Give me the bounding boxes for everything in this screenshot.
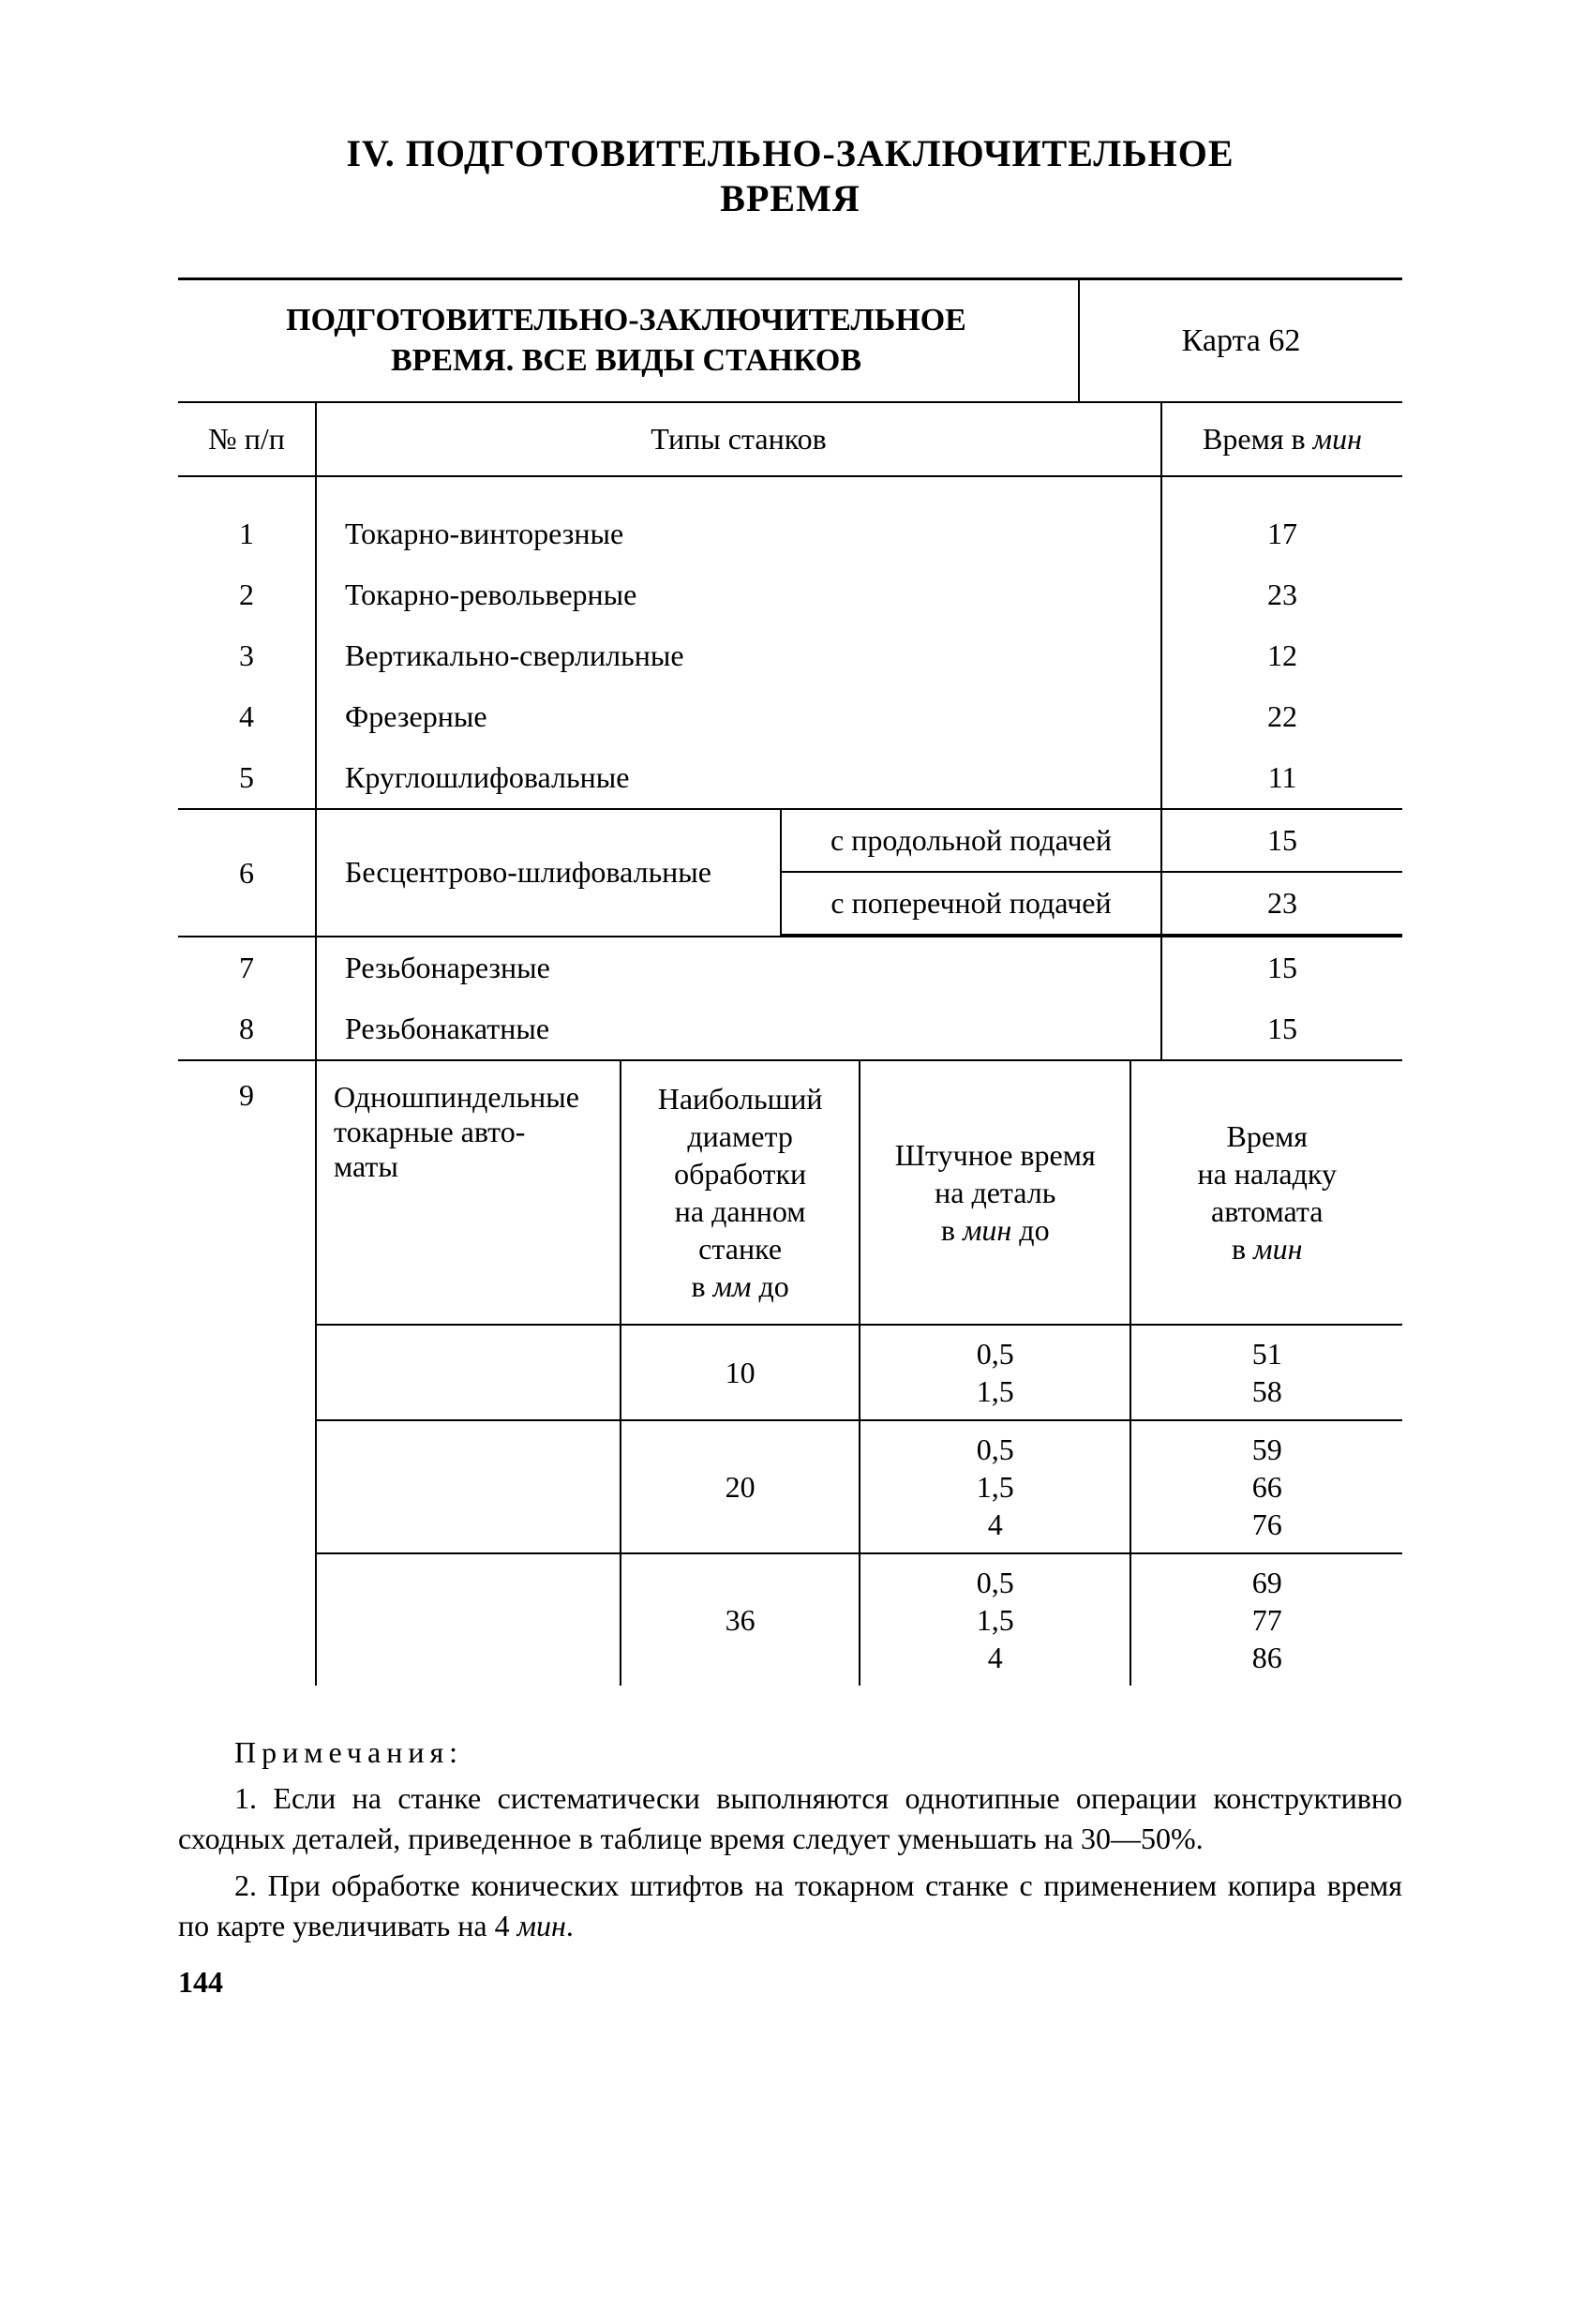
row6-sub-label: с поперечной подачей [781, 872, 1160, 935]
card-title: ПОДГОТОВИТЕЛЬНО-ЗАКЛЮЧИТЕЛЬНОЕ ВРЕМЯ. ВС… [178, 280, 1078, 401]
row-num: 7 [178, 937, 316, 998]
row9-subtable: Одношпиндельные токарные авто- маты Наиб… [317, 1061, 1402, 1686]
row6-sub-time: 15 [1162, 810, 1402, 872]
table-row: 2 Токарно-револьверные 23 [178, 564, 1402, 625]
section-title-line1: IV. ПОДГОТОВИТЕЛЬНО-ЗАКЛЮЧИТЕЛЬНОЕ [346, 132, 1234, 174]
row-num: 1 [178, 503, 316, 564]
table-row-9: 9 Одношпиндельные токарные авто- маты [178, 1060, 1402, 1686]
note-1: 1. Если на станке систематически выполня… [178, 1778, 1402, 1859]
notes-title: Примечания: [234, 1732, 1402, 1773]
row-type: Токарно-винторезные [316, 503, 1161, 564]
row-time: 23 [1161, 564, 1402, 625]
row-time: 15 [1161, 937, 1402, 998]
row-time: 22 [1161, 686, 1402, 747]
row9-setup: 51 58 [1130, 1325, 1402, 1420]
col-time-header: Время в мин [1161, 403, 1402, 476]
row-num: 6 [178, 809, 316, 937]
table-row: 8 Резьбонакатные 15 [178, 998, 1402, 1060]
row-type: Бесцентрово-шлифовальные [317, 810, 781, 935]
row9-group: 20 0,5 1,5 4 [317, 1420, 1402, 1553]
row9-group: 10 0,5 1,5 51 [317, 1325, 1402, 1420]
row6-sub-time: 23 [1162, 872, 1402, 935]
note-2: 2. При обработке конических штифтов на т… [178, 1866, 1402, 1946]
row-time: 15 [1161, 998, 1402, 1060]
section-title-line2: ВРЕМЯ [720, 177, 860, 219]
card-title-line2: ВРЕМЯ. ВСЕ ВИДЫ СТАНКОВ [391, 343, 861, 378]
card-header: ПОДГОТОВИТЕЛЬНО-ЗАКЛЮЧИТЕЛЬНОЕ ВРЕМЯ. ВС… [178, 277, 1402, 403]
row-num: 3 [178, 625, 316, 686]
table-row: 4 Фрезерные 22 [178, 686, 1402, 747]
row-num: 8 [178, 998, 316, 1060]
row9-piece: 0,5 1,5 4 [860, 1420, 1131, 1553]
row9-piece: 0,5 1,5 4 [860, 1553, 1131, 1686]
row9-diam: 10 [621, 1325, 860, 1420]
row9-col-diam: Наибольший диаметр обработки на данном с… [621, 1061, 860, 1325]
row-num: 2 [178, 564, 316, 625]
row-time: 11 [1161, 747, 1402, 809]
row9-type: Одношпиндельные токарные авто- маты [317, 1061, 621, 1325]
row9-setup: 59 66 76 [1130, 1420, 1402, 1553]
row-num: 5 [178, 747, 316, 809]
row-type: Круглошлифовальные [316, 747, 1161, 809]
table-row: 3 Вертикально-сверлильные 12 [178, 625, 1402, 686]
col-num-header: № п/п [178, 403, 316, 476]
row6-subtable: Бесцентрово-шлифовальные с продольной по… [317, 810, 1160, 936]
row-type: Вертикально-сверлильные [316, 625, 1161, 686]
row9-diam: 36 [621, 1553, 860, 1686]
row9-setup: 69 77 86 [1130, 1553, 1402, 1686]
table-row: 7 Резьбонарезные 15 [178, 937, 1402, 998]
col-type-header: Типы станков [316, 403, 1161, 476]
row-time: 17 [1161, 503, 1402, 564]
row-num: 4 [178, 686, 316, 747]
row-type: Фрезерные [316, 686, 1161, 747]
table-head: № п/п Типы станков Время в мин [178, 403, 1402, 476]
table-row: 5 Круглошлифовальные 11 [178, 747, 1402, 809]
page: IV. ПОДГОТОВИТЕЛЬНО-ЗАКЛЮЧИТЕЛЬНОЕ ВРЕМЯ… [0, 0, 1571, 2324]
table-row-6: 6 Бесцентрово-шлифовальные с продольной … [178, 809, 1402, 937]
row9-piece: 0,5 1,5 [860, 1325, 1131, 1420]
table-body: 1 Токарно-винторезные 17 2 Токарно-револ… [178, 476, 1402, 1686]
row-type: Резьбонакатные [316, 998, 1161, 1060]
row6-time-subtable: 15 23 [1162, 810, 1402, 936]
card-number: Карта 62 [1078, 280, 1402, 401]
row6-sub-label: с продольной подачей [781, 810, 1160, 872]
row-type: Резьбонарезные [316, 937, 1161, 998]
row9-col-setup: Время на наладку автомата в мин [1130, 1061, 1402, 1325]
row-time: 12 [1161, 625, 1402, 686]
main-table: № п/п Типы станков Время в мин 1 Токарно… [178, 403, 1402, 1686]
table-row: 1 Токарно-винторезные 17 [178, 503, 1402, 564]
row9-diam: 20 [621, 1420, 860, 1553]
row9-col-piece: Штучное время на деталь в мин до [860, 1061, 1131, 1325]
row-type: Токарно-револьверные [316, 564, 1161, 625]
card-title-line1: ПОДГОТОВИТЕЛЬНО-ЗАКЛЮЧИТЕЛЬНОЕ [286, 303, 966, 337]
row9-group: 36 0,5 1,5 4 [317, 1553, 1402, 1686]
page-number: 144 [178, 1965, 1402, 2000]
notes: Примечания: 1. Если на станке систематич… [178, 1732, 1402, 1946]
row-num: 9 [178, 1060, 316, 1686]
section-title: IV. ПОДГОТОВИТЕЛЬНО-ЗАКЛЮЧИТЕЛЬНОЕ ВРЕМЯ [178, 131, 1402, 221]
